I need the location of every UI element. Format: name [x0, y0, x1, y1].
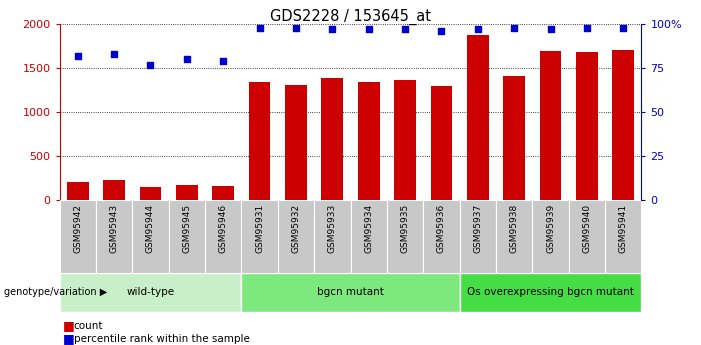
Bar: [423, 200, 460, 273]
Bar: [285, 85, 307, 200]
Bar: [241, 200, 278, 273]
Text: percentile rank within the sample: percentile rank within the sample: [74, 334, 250, 344]
Bar: [249, 82, 271, 200]
Bar: [176, 185, 198, 200]
Text: count: count: [74, 321, 103, 331]
Text: GSM95938: GSM95938: [510, 204, 519, 253]
Bar: [241, 273, 460, 312]
Bar: [103, 180, 125, 200]
Point: [182, 57, 193, 62]
Bar: [394, 80, 416, 200]
Bar: [540, 51, 562, 200]
Text: GDS2228 / 153645_at: GDS2228 / 153645_at: [270, 9, 431, 25]
Point: [618, 25, 629, 30]
Point: [581, 25, 592, 30]
Text: GSM95946: GSM95946: [219, 204, 228, 253]
Text: GSM95942: GSM95942: [74, 204, 82, 253]
Bar: [496, 200, 532, 273]
Bar: [169, 200, 205, 273]
Text: GSM95943: GSM95943: [109, 204, 118, 253]
Text: ■: ■: [63, 319, 75, 333]
Point: [217, 58, 229, 64]
Point: [472, 27, 484, 32]
Bar: [576, 52, 598, 200]
Point: [72, 53, 83, 59]
Bar: [67, 182, 88, 200]
Bar: [350, 200, 387, 273]
Point: [327, 27, 338, 32]
Bar: [358, 82, 380, 200]
Bar: [387, 200, 423, 273]
Point: [436, 28, 447, 34]
Bar: [139, 187, 161, 200]
Bar: [60, 200, 96, 273]
Point: [109, 51, 120, 57]
Text: GSM95933: GSM95933: [328, 204, 336, 253]
Bar: [503, 76, 525, 200]
Bar: [314, 200, 350, 273]
Text: GSM95936: GSM95936: [437, 204, 446, 253]
Text: GSM95932: GSM95932: [292, 204, 301, 253]
Bar: [569, 200, 605, 273]
Text: GSM95931: GSM95931: [255, 204, 264, 253]
Bar: [532, 200, 569, 273]
Bar: [605, 200, 641, 273]
Text: bgcn mutant: bgcn mutant: [317, 287, 384, 297]
Bar: [613, 50, 634, 200]
Text: GSM95944: GSM95944: [146, 204, 155, 253]
Bar: [205, 200, 241, 273]
Bar: [430, 86, 452, 200]
Bar: [96, 200, 132, 273]
Text: Os overexpressing bgcn mutant: Os overexpressing bgcn mutant: [467, 287, 634, 297]
Point: [400, 27, 411, 32]
Text: GSM95939: GSM95939: [546, 204, 555, 253]
Text: genotype/variation ▶: genotype/variation ▶: [4, 287, 107, 297]
Text: wild-type: wild-type: [126, 287, 175, 297]
Text: GSM95935: GSM95935: [400, 204, 409, 253]
Point: [545, 27, 556, 32]
Bar: [212, 186, 234, 200]
Text: GSM95934: GSM95934: [365, 204, 373, 253]
Text: ■: ■: [63, 332, 75, 345]
Bar: [460, 200, 496, 273]
Bar: [467, 35, 489, 200]
Point: [290, 25, 301, 30]
Bar: [132, 200, 169, 273]
Bar: [60, 273, 241, 312]
Bar: [278, 200, 314, 273]
Text: GSM95937: GSM95937: [473, 204, 482, 253]
Bar: [321, 78, 343, 200]
Point: [254, 25, 265, 30]
Text: GSM95940: GSM95940: [583, 204, 592, 253]
Bar: [460, 273, 641, 312]
Point: [145, 62, 156, 67]
Text: GSM95945: GSM95945: [182, 204, 191, 253]
Point: [508, 25, 519, 30]
Point: [363, 27, 374, 32]
Text: GSM95941: GSM95941: [619, 204, 627, 253]
